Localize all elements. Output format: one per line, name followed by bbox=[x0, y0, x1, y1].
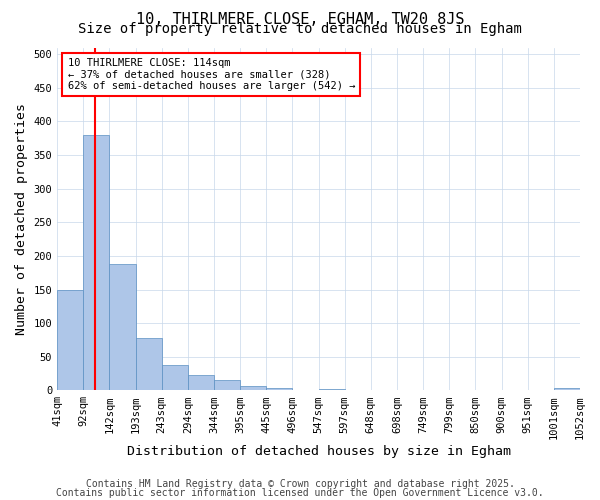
Bar bbox=[266, 388, 292, 390]
Bar bbox=[319, 389, 345, 390]
Y-axis label: Number of detached properties: Number of detached properties bbox=[15, 103, 28, 335]
Text: Size of property relative to detached houses in Egham: Size of property relative to detached ho… bbox=[78, 22, 522, 36]
Bar bbox=[83, 135, 109, 390]
Bar bbox=[57, 290, 83, 390]
Text: Contains public sector information licensed under the Open Government Licence v3: Contains public sector information licen… bbox=[56, 488, 544, 498]
Text: Contains HM Land Registry data © Crown copyright and database right 2025.: Contains HM Land Registry data © Crown c… bbox=[86, 479, 514, 489]
Text: 10 THIRLMERE CLOSE: 114sqm
← 37% of detached houses are smaller (328)
62% of sem: 10 THIRLMERE CLOSE: 114sqm ← 37% of deta… bbox=[68, 58, 355, 91]
X-axis label: Distribution of detached houses by size in Egham: Distribution of detached houses by size … bbox=[127, 444, 511, 458]
Bar bbox=[554, 388, 580, 390]
Text: 10, THIRLMERE CLOSE, EGHAM, TW20 8JS: 10, THIRLMERE CLOSE, EGHAM, TW20 8JS bbox=[136, 12, 464, 28]
Bar bbox=[109, 264, 136, 390]
Bar bbox=[214, 380, 240, 390]
Bar bbox=[240, 386, 266, 390]
Bar bbox=[162, 366, 188, 390]
Bar bbox=[188, 375, 214, 390]
Bar bbox=[136, 338, 162, 390]
